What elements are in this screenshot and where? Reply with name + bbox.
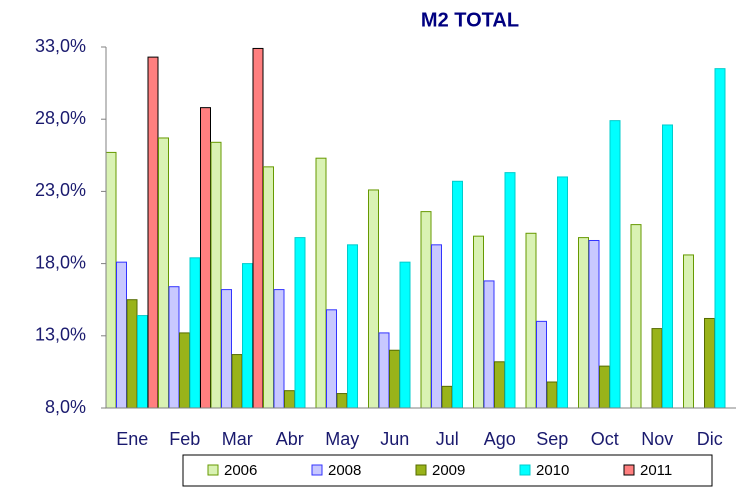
bar bbox=[578, 237, 589, 409]
bar bbox=[315, 157, 327, 409]
legend-swatch bbox=[415, 464, 427, 476]
bar bbox=[158, 137, 169, 409]
y-tick-label: 23,0% bbox=[35, 180, 86, 200]
bar bbox=[609, 120, 621, 409]
bar bbox=[399, 261, 411, 409]
bar bbox=[368, 189, 379, 409]
x-tick-label: Mar bbox=[222, 429, 253, 449]
x-tick-label: Abr bbox=[276, 429, 304, 449]
x-tick-label: Ago bbox=[484, 429, 516, 449]
bar bbox=[683, 254, 694, 409]
bar bbox=[126, 299, 138, 409]
bar bbox=[252, 47, 264, 409]
x-tick-label: Jun bbox=[380, 429, 409, 449]
x-tick-label: Nov bbox=[641, 429, 673, 449]
bar bbox=[273, 289, 285, 409]
bar bbox=[137, 315, 148, 409]
chart-title: M2 TOTAL bbox=[421, 9, 519, 31]
x-tick-label: Feb bbox=[169, 429, 200, 449]
bar bbox=[662, 124, 673, 409]
bar bbox=[630, 224, 642, 409]
bar bbox=[326, 309, 337, 409]
y-tick-label: 8,0% bbox=[45, 397, 86, 417]
y-tick-label: 33,0% bbox=[35, 36, 86, 56]
x-tick-label: Jul bbox=[436, 429, 459, 449]
bar bbox=[483, 280, 495, 409]
x-tick-label: Ene bbox=[116, 429, 148, 449]
y-tick-label: 18,0% bbox=[35, 252, 86, 272]
bar bbox=[431, 244, 442, 409]
legend-swatch bbox=[519, 464, 531, 476]
y-tick-label: 28,0% bbox=[35, 108, 86, 128]
bar bbox=[389, 349, 400, 409]
x-tick-label: Sep bbox=[536, 429, 568, 449]
legend-label: 2009 bbox=[432, 462, 465, 479]
bar bbox=[200, 107, 211, 409]
legend-swatch bbox=[623, 464, 635, 476]
bar bbox=[221, 289, 232, 409]
bar bbox=[231, 354, 243, 409]
bar bbox=[147, 56, 159, 409]
bar bbox=[263, 166, 274, 409]
legend-label: 2010 bbox=[536, 462, 569, 479]
bar bbox=[536, 320, 547, 409]
legend-label: 2008 bbox=[328, 462, 361, 479]
bar bbox=[588, 239, 600, 409]
bar bbox=[494, 361, 505, 409]
bar bbox=[714, 68, 726, 409]
bar bbox=[452, 180, 463, 409]
bar bbox=[441, 385, 453, 409]
bar bbox=[116, 261, 127, 409]
bar bbox=[347, 244, 358, 409]
bar bbox=[420, 211, 432, 409]
bar bbox=[651, 328, 663, 409]
bar bbox=[378, 332, 390, 409]
legend-swatch bbox=[207, 464, 219, 476]
bar bbox=[504, 172, 516, 409]
bar bbox=[168, 286, 180, 409]
bar bbox=[179, 332, 190, 409]
bar bbox=[210, 141, 222, 409]
bar bbox=[189, 257, 201, 409]
bar bbox=[242, 263, 253, 409]
bar bbox=[473, 235, 484, 409]
legend-box bbox=[182, 454, 713, 487]
bar bbox=[284, 390, 295, 409]
bar bbox=[105, 151, 117, 409]
bar bbox=[704, 317, 715, 409]
bar bbox=[599, 365, 610, 409]
x-tick-label: Dic bbox=[697, 429, 723, 449]
legend-label: 2006 bbox=[224, 462, 257, 479]
bar bbox=[557, 176, 568, 409]
x-tick-label: May bbox=[325, 429, 359, 449]
x-tick-label: Oct bbox=[591, 429, 619, 449]
y-tick-label: 13,0% bbox=[35, 325, 86, 345]
legend-swatch bbox=[311, 464, 323, 476]
bar bbox=[336, 393, 348, 409]
legend-label: 2011 bbox=[640, 462, 672, 479]
bar bbox=[525, 232, 537, 409]
bar bbox=[546, 381, 558, 409]
bar bbox=[294, 237, 306, 409]
